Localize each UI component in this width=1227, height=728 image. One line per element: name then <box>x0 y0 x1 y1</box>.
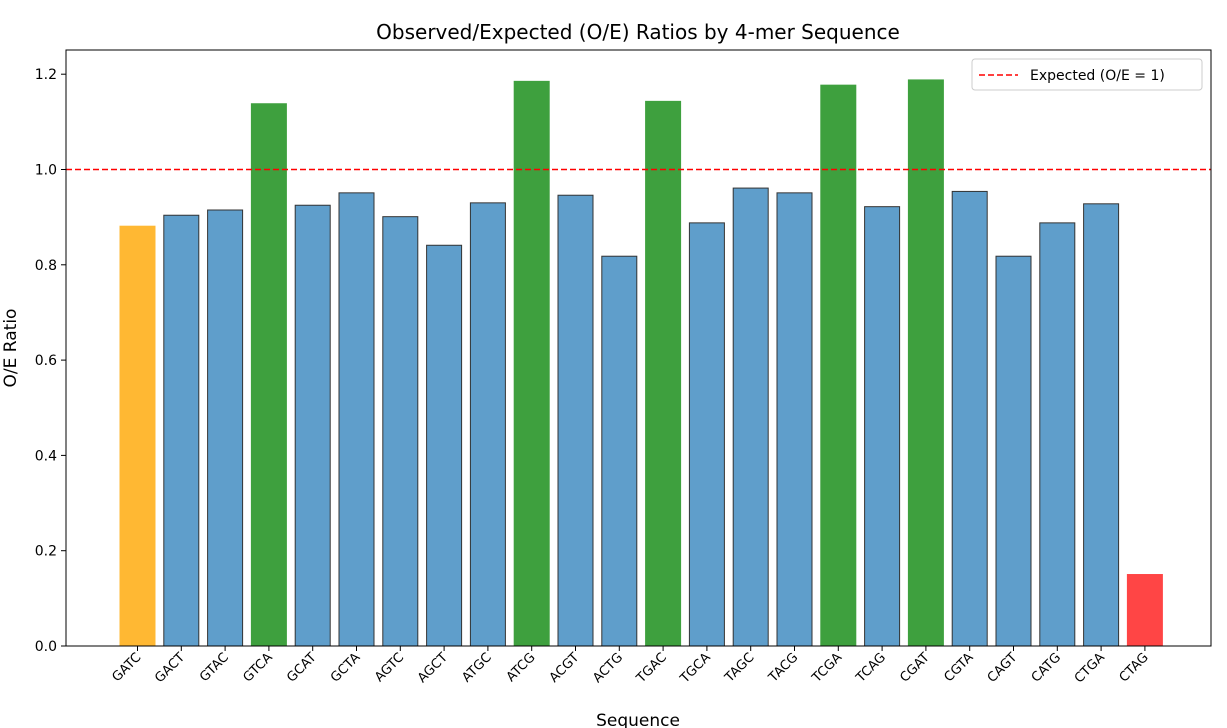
legend: Expected (O/E = 1) <box>971 58 1203 91</box>
bar-tcag <box>864 206 901 647</box>
x-tick-label: TGCA <box>677 650 714 687</box>
x-tick-label: GTAC <box>197 650 232 685</box>
bar-tgac <box>645 100 682 647</box>
x-tick-label: TGAC <box>633 650 670 687</box>
y-tick-label: 0.2 <box>35 544 57 560</box>
bar-cgta <box>951 190 988 647</box>
x-tick-label: AGTC <box>372 650 407 685</box>
x-tick-label: CAGT <box>985 650 1021 686</box>
x-tick-label: CTAG <box>1117 650 1152 685</box>
bar-cagt <box>995 255 1032 647</box>
legend-label: Expected (O/E = 1) <box>1030 68 1165 84</box>
x-tick-label: TACG <box>765 650 801 686</box>
bar-gatc <box>119 225 156 647</box>
plot-frame <box>65 49 1212 647</box>
x-tick-label: CGAT <box>897 650 932 685</box>
bar-gtca <box>250 103 287 647</box>
y-axis: 0.0 0.2 0.4 0.6 0.8 1.0 1.2 <box>35 67 66 655</box>
x-tick-label: GCAT <box>284 650 319 685</box>
bars <box>119 79 1163 647</box>
y-tick-label: 0.6 <box>35 353 57 369</box>
y-tick-label: 1.2 <box>35 67 57 83</box>
chart-title: Observed/Expected (O/E) Ratios by 4-mer … <box>376 20 900 44</box>
x-tick-label: GACT <box>152 650 188 686</box>
x-tick-label: CGTA <box>942 650 977 685</box>
bar-ctag <box>1126 574 1163 647</box>
bar-gact <box>163 214 200 647</box>
x-tick-label: GCTA <box>328 650 363 685</box>
x-tick-label: ATGC <box>459 650 494 685</box>
bar-gcta <box>338 192 375 647</box>
bar-actg <box>601 255 638 647</box>
legend-box <box>971 58 1203 91</box>
x-tick-label: CTGA <box>1072 650 1108 686</box>
x-axis: GATC GACT GTAC GTCA GCAT GCTA AGTC AGCT ATGC ATCG… <box>110 646 1152 687</box>
bar-ctga <box>1083 203 1120 647</box>
bar-catg <box>1039 222 1076 647</box>
x-tick-label: ACGT <box>547 650 583 686</box>
bar-tcga <box>820 84 857 647</box>
bar-atgc <box>469 202 506 647</box>
y-axis-label: O/E Ratio <box>1 309 21 388</box>
x-tick-label: ACTG <box>590 650 626 686</box>
bar-gcat <box>294 204 331 647</box>
bar-tagc <box>732 187 769 647</box>
x-tick-label: CATG <box>1029 650 1064 685</box>
bar-tacg <box>776 192 813 647</box>
y-tick-label: 0.4 <box>35 448 57 464</box>
x-tick-label: AGCT <box>415 650 451 686</box>
x-tick-label: GTCA <box>241 650 276 685</box>
bar-cgat <box>907 79 944 647</box>
bar-tgca <box>688 222 725 647</box>
x-tick-label: TCAG <box>853 650 889 686</box>
x-tick-label: TCGA <box>809 650 845 686</box>
bar-agtc <box>382 216 419 647</box>
x-tick-label: ATCG <box>504 650 539 685</box>
bar-atcg <box>513 80 550 647</box>
y-tick-label: 0.0 <box>35 639 57 655</box>
y-tick-label: 0.8 <box>35 258 57 274</box>
bar-gtac <box>207 209 244 647</box>
x-tick-label: GATC <box>110 650 145 685</box>
bar-acgt <box>557 194 594 647</box>
x-axis-label: Sequence <box>596 711 680 728</box>
y-tick-label: 1.0 <box>35 163 57 179</box>
bar-agct <box>426 244 463 647</box>
x-tick-label: TAGC <box>722 650 758 686</box>
